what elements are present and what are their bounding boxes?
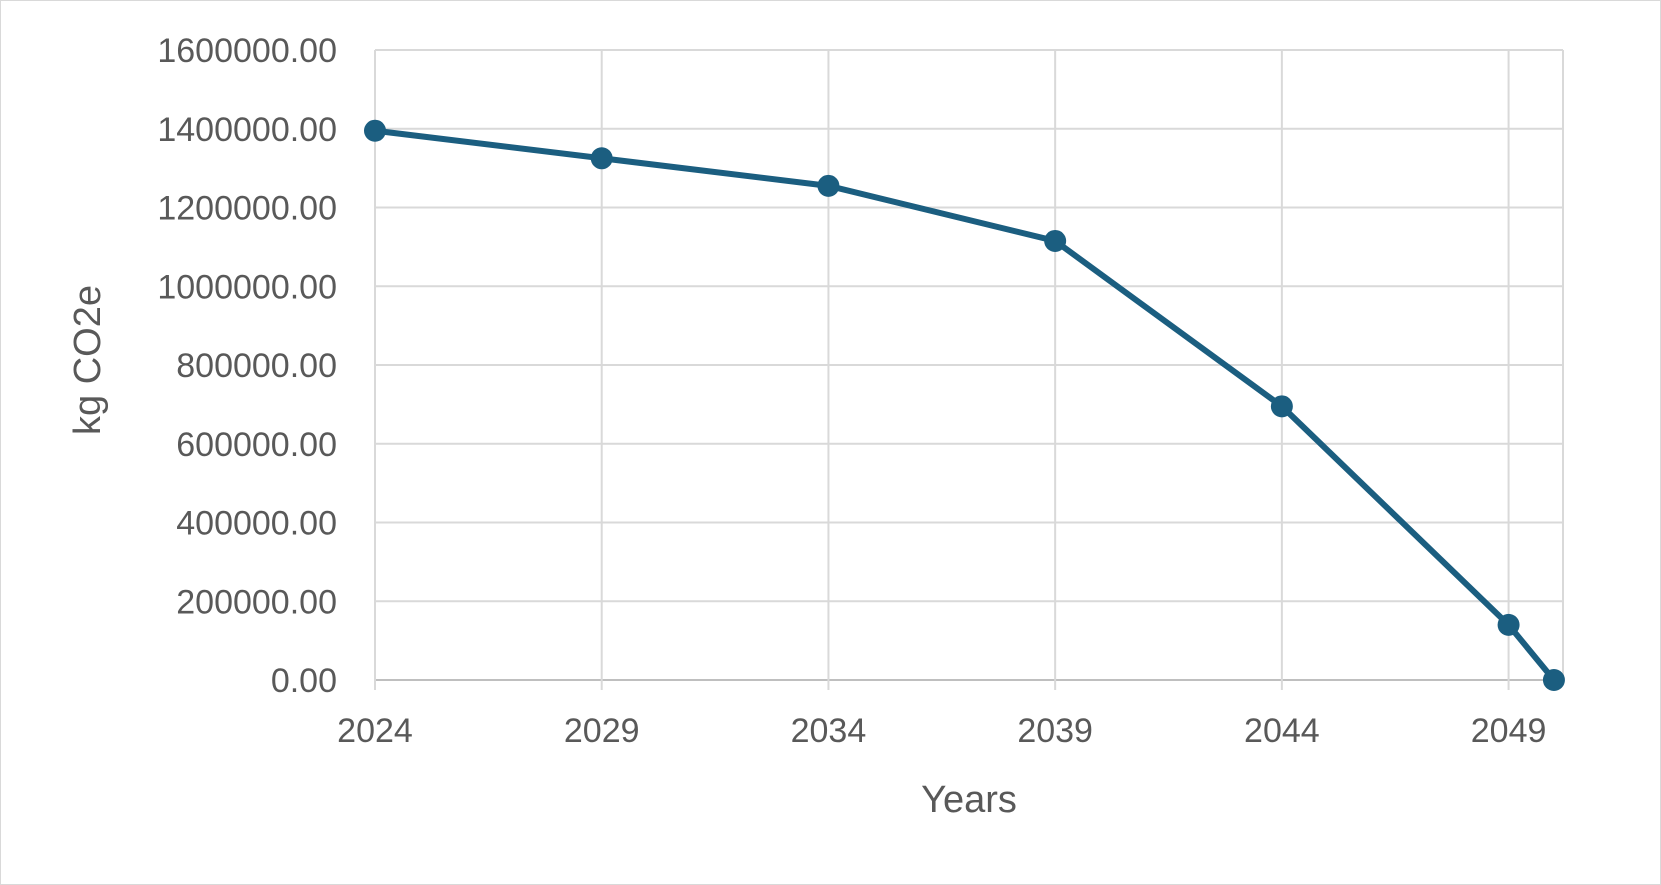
horizontal-gridlines [375, 49, 1563, 681]
data-point [1542, 669, 1565, 691]
data-point [590, 147, 613, 170]
data-point [1270, 395, 1293, 418]
x-tick-label: 2049 [1471, 712, 1547, 750]
y-tick-label: 1000000.00 [157, 268, 337, 306]
y-tick-label: 800000.00 [176, 347, 337, 385]
vertical-gridlines [374, 50, 1564, 690]
data-point [817, 174, 840, 197]
y-tick-label: 400000.00 [176, 505, 337, 543]
y-axis-tick-labels: 0.00 200000.00 400000.00 600000.00 800000.00… [157, 32, 337, 700]
y-tick-label: 1600000.00 [157, 32, 337, 70]
data-point [1044, 229, 1067, 252]
y-tick-label: 1200000.00 [157, 190, 337, 228]
data-point [364, 119, 386, 142]
x-tick-label: 2029 [564, 712, 640, 750]
x-tick-label: 2044 [1244, 712, 1320, 750]
x-tick-label: 2034 [791, 712, 867, 750]
x-axis-tick-labels: 2024 2029 2034 2039 2044 2049 [337, 712, 1546, 750]
y-tick-label: 1400000.00 [157, 111, 337, 149]
series-line [374, 127, 1557, 682]
x-tick-label: 2024 [337, 712, 413, 750]
y-tick-label: 600000.00 [176, 426, 337, 464]
data-series [364, 119, 1565, 691]
x-tick-label: 2039 [1017, 712, 1093, 750]
data-point [1497, 613, 1520, 636]
x-axis-label: Years [921, 779, 1017, 821]
y-tick-label: 0.00 [271, 662, 337, 700]
y-tick-label: 200000.00 [176, 583, 337, 621]
y-axis-label: kg CO2e [67, 285, 109, 435]
